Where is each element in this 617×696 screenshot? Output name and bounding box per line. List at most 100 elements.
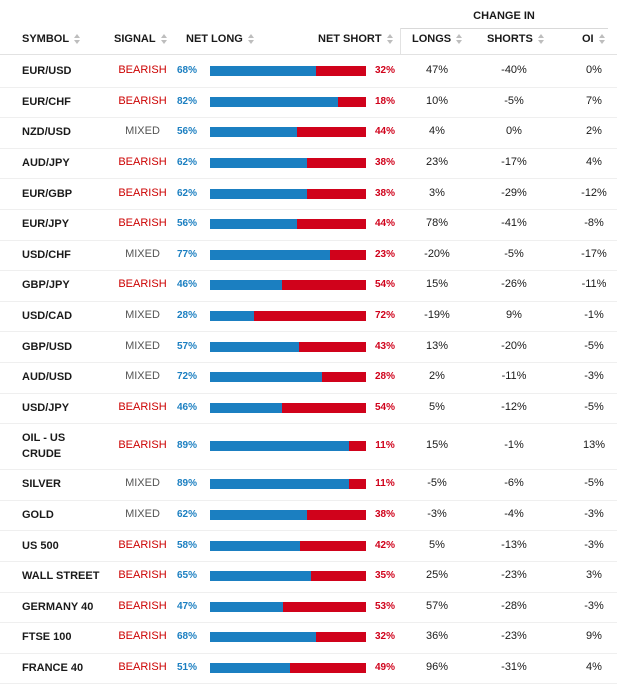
net-long-bar-fill: [210, 510, 307, 521]
shorts-change: -5%: [504, 247, 524, 260]
sort-icon: [456, 33, 463, 45]
oi-header-label: OI: [582, 33, 594, 45]
table-row[interactable]: USD/CAD MIXED 28% 72% -19% 9% -1%: [0, 301, 617, 333]
table-row[interactable]: EUR/CHF BEARISH 82% 18% 10% -5% 7%: [0, 87, 617, 119]
symbol-link[interactable]: GOLD: [22, 509, 54, 522]
symbol-link[interactable]: US 500: [22, 539, 59, 552]
table-row[interactable]: EUR/GBP BEARISH 62% 38% 3% -29% -12%: [0, 178, 617, 210]
longs-change: 2%: [429, 370, 445, 383]
sort-icon: [74, 33, 81, 45]
table-row[interactable]: GERMANY 40 BEARISH 47% 53% 57% -28% -3%: [0, 592, 617, 624]
symbol-link[interactable]: FTSE 100: [22, 631, 72, 644]
symbol-link[interactable]: OIL - US CRUDE: [22, 432, 66, 461]
symbol-link[interactable]: EUR/GBP: [22, 187, 73, 200]
net-long-percent: 62%: [176, 157, 197, 169]
signal-label: BEARISH: [118, 630, 167, 643]
signal-label: MIXED: [125, 477, 160, 490]
shorts-change: -28%: [501, 599, 527, 612]
symbol-link[interactable]: USD/CHF: [22, 248, 71, 261]
signal-label: BEARISH: [118, 569, 167, 582]
table-row[interactable]: AUD/JPY BEARISH 62% 38% 23% -17% 4%: [0, 148, 617, 180]
table-row[interactable]: FTSE 100 BEARISH 68% 32% 36% -23% 9%: [0, 622, 617, 654]
symbol-link[interactable]: EUR/JPY: [22, 218, 70, 231]
symbol-link[interactable]: AUD/USD: [22, 371, 73, 384]
symbol-link[interactable]: FRANCE 40: [22, 662, 84, 675]
oi-change: -5%: [584, 477, 604, 490]
sentiment-bar: [210, 372, 366, 383]
net-short-percent: 54%: [374, 401, 395, 413]
table-row[interactable]: GOLD MIXED 62% 38% -3% -4% -3%: [0, 500, 617, 532]
table-row[interactable]: GBP/JPY BEARISH 46% 54% 15% -26% -11%: [0, 270, 617, 302]
shorts-change: 0%: [506, 125, 522, 138]
net-long-bar-fill: [210, 311, 254, 322]
table-row[interactable]: GBP/USD MIXED 57% 43% 13% -20% -5%: [0, 331, 617, 363]
net-long-percent: 47%: [176, 600, 197, 612]
oi-change: -8%: [584, 217, 604, 230]
table-row[interactable]: USD/CHF MIXED 77% 23% -20% -5% -17%: [0, 240, 617, 272]
table-row[interactable]: EUR/JPY BEARISH 56% 44% 78% -41% -8%: [0, 209, 617, 241]
oi-change: -3%: [584, 370, 604, 383]
net-long-percent: 56%: [176, 126, 197, 138]
signal-label: MIXED: [125, 508, 160, 521]
symbol-link[interactable]: GBP/JPY: [22, 279, 70, 292]
shorts-change: -4%: [504, 508, 524, 521]
net-short-percent: 53%: [374, 600, 395, 612]
longs-header-label: LONGS: [412, 33, 452, 45]
table-row[interactable]: USD/JPY BEARISH 46% 54% 5% -12% -5%: [0, 393, 617, 425]
net-short-percent: 11%: [375, 440, 395, 452]
net-long-bar-fill: [210, 479, 349, 490]
oi-column-header[interactable]: OI: [582, 33, 606, 45]
net-short-column-header[interactable]: NET SHORT: [318, 33, 394, 45]
net-long-bar-fill: [210, 632, 317, 643]
table-row[interactable]: US 500 BEARISH 58% 42% 5% -13% -3%: [0, 530, 617, 562]
net-long-percent: 77%: [176, 248, 197, 260]
net-short-percent: 38%: [374, 187, 395, 199]
sentiment-bar: [210, 571, 366, 582]
oi-change: -12%: [581, 186, 607, 199]
symbol-link[interactable]: AUD/JPY: [22, 157, 70, 170]
table-row[interactable]: WALL STREET BEARISH 65% 35% 25% -23% 3%: [0, 561, 617, 593]
net-long-percent: 57%: [176, 340, 197, 352]
symbol-link[interactable]: SILVER: [22, 478, 61, 491]
longs-change: 5%: [429, 538, 445, 551]
net-long-bar-fill: [210, 158, 307, 169]
table-row[interactable]: OIL - US CRUDE BEARISH 89% 11% 15% -1% 13%: [0, 423, 617, 471]
net-long-percent: 89%: [176, 478, 197, 490]
longs-change: -20%: [424, 247, 450, 260]
symbol-link[interactable]: EUR/USD: [22, 65, 72, 78]
shorts-change: -31%: [501, 661, 527, 674]
symbol-column-header[interactable]: SYMBOL: [22, 33, 81, 45]
shorts-column-header[interactable]: SHORTS: [487, 33, 545, 45]
signal-label: BEARISH: [118, 661, 167, 674]
net-long-percent: 68%: [176, 631, 197, 643]
shorts-change: -23%: [501, 630, 527, 643]
shorts-change: -11%: [501, 370, 527, 383]
symbol-link[interactable]: WALL STREET: [22, 570, 100, 583]
longs-change: -19%: [424, 309, 450, 322]
signal-label: MIXED: [125, 339, 160, 352]
table-row[interactable]: FRANCE 40 BEARISH 51% 49% 96% -31% 4%: [0, 653, 617, 685]
table-row[interactable]: AUD/USD MIXED 72% 28% 2% -11% -3%: [0, 362, 617, 394]
shorts-change: -41%: [501, 217, 527, 230]
symbol-link[interactable]: GERMANY 40: [22, 600, 94, 613]
symbol-link[interactable]: USD/JPY: [22, 401, 70, 414]
signal-column-header[interactable]: SIGNAL: [114, 33, 168, 45]
symbol-link[interactable]: GBP/USD: [22, 340, 73, 353]
net-long-percent: 72%: [176, 371, 197, 383]
sentiment-bar: [210, 188, 366, 199]
symbol-link[interactable]: EUR/CHF: [22, 95, 71, 108]
symbol-link[interactable]: NZD/USD: [22, 126, 71, 139]
signal-label: BEARISH: [118, 217, 167, 230]
oi-change: 7%: [586, 94, 602, 107]
table-row[interactable]: NZD/USD MIXED 56% 44% 4% 0% 2%: [0, 117, 617, 149]
oi-change: 3%: [586, 569, 602, 582]
sort-icon: [598, 33, 606, 45]
symbol-link[interactable]: USD/CAD: [22, 310, 73, 323]
longs-column-header[interactable]: LONGS: [412, 33, 463, 45]
net-short-percent: 38%: [374, 157, 395, 169]
table-row[interactable]: EUR/USD BEARISH 68% 32% 47% -40% 0%: [0, 56, 617, 88]
table-row[interactable]: SILVER MIXED 89% 11% -5% -6% -5%: [0, 469, 617, 501]
net-long-bar-fill: [210, 127, 298, 138]
net-long-column-header[interactable]: NET LONG: [186, 33, 255, 45]
oi-change: 13%: [582, 439, 606, 452]
